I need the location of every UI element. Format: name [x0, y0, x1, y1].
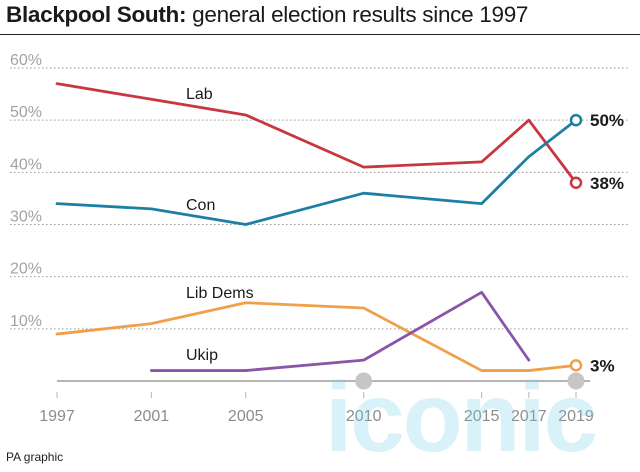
x-tick-label-2015: 2015	[464, 408, 500, 425]
end-value-label-lib-dems: 3%	[590, 356, 615, 375]
x-tick-label-2019: 2019	[558, 408, 594, 425]
axis-marker-2010	[355, 372, 373, 390]
watermark: iconic	[325, 362, 598, 472]
end-value-label-con: 50%	[590, 111, 624, 130]
x-tick-label-2005: 2005	[228, 408, 264, 425]
x-tick-label-2010: 2010	[346, 408, 382, 425]
end-marker-con	[569, 113, 583, 127]
series-line-lab	[55, 82, 578, 185]
series-line-ukip	[149, 290, 531, 372]
series-label-ukip: Ukip	[186, 347, 218, 364]
source-credit: PA graphic	[6, 450, 64, 464]
y-tick-label-50: 50%	[10, 104, 42, 121]
x-tick-label-1997: 1997	[39, 408, 75, 425]
series-label-lib-dems: Lib Dems	[186, 285, 254, 302]
axis-marker-2019	[567, 372, 585, 390]
title-divider	[0, 34, 640, 35]
end-marker-lab	[569, 176, 583, 190]
y-tick-label-10: 10%	[10, 313, 42, 330]
y-tick-label-20: 20%	[10, 261, 42, 278]
series-line-con	[55, 118, 578, 226]
y-tick-label-60: 60%	[10, 52, 42, 69]
y-tick-label-40: 40%	[10, 156, 42, 173]
series-label-con: Con	[186, 197, 215, 214]
x-tick-label-2001: 2001	[134, 408, 170, 425]
series-line-lib-dems	[55, 301, 578, 372]
series-label-lab: Lab	[186, 86, 213, 103]
end-marker-lib-dems	[569, 359, 583, 372]
x-tick-label-2017: 2017	[511, 408, 547, 425]
chart-title: Blackpool South: general election result…	[6, 2, 529, 27]
y-tick-label-30: 30%	[10, 209, 42, 226]
end-value-label-lab: 38%	[590, 174, 624, 193]
